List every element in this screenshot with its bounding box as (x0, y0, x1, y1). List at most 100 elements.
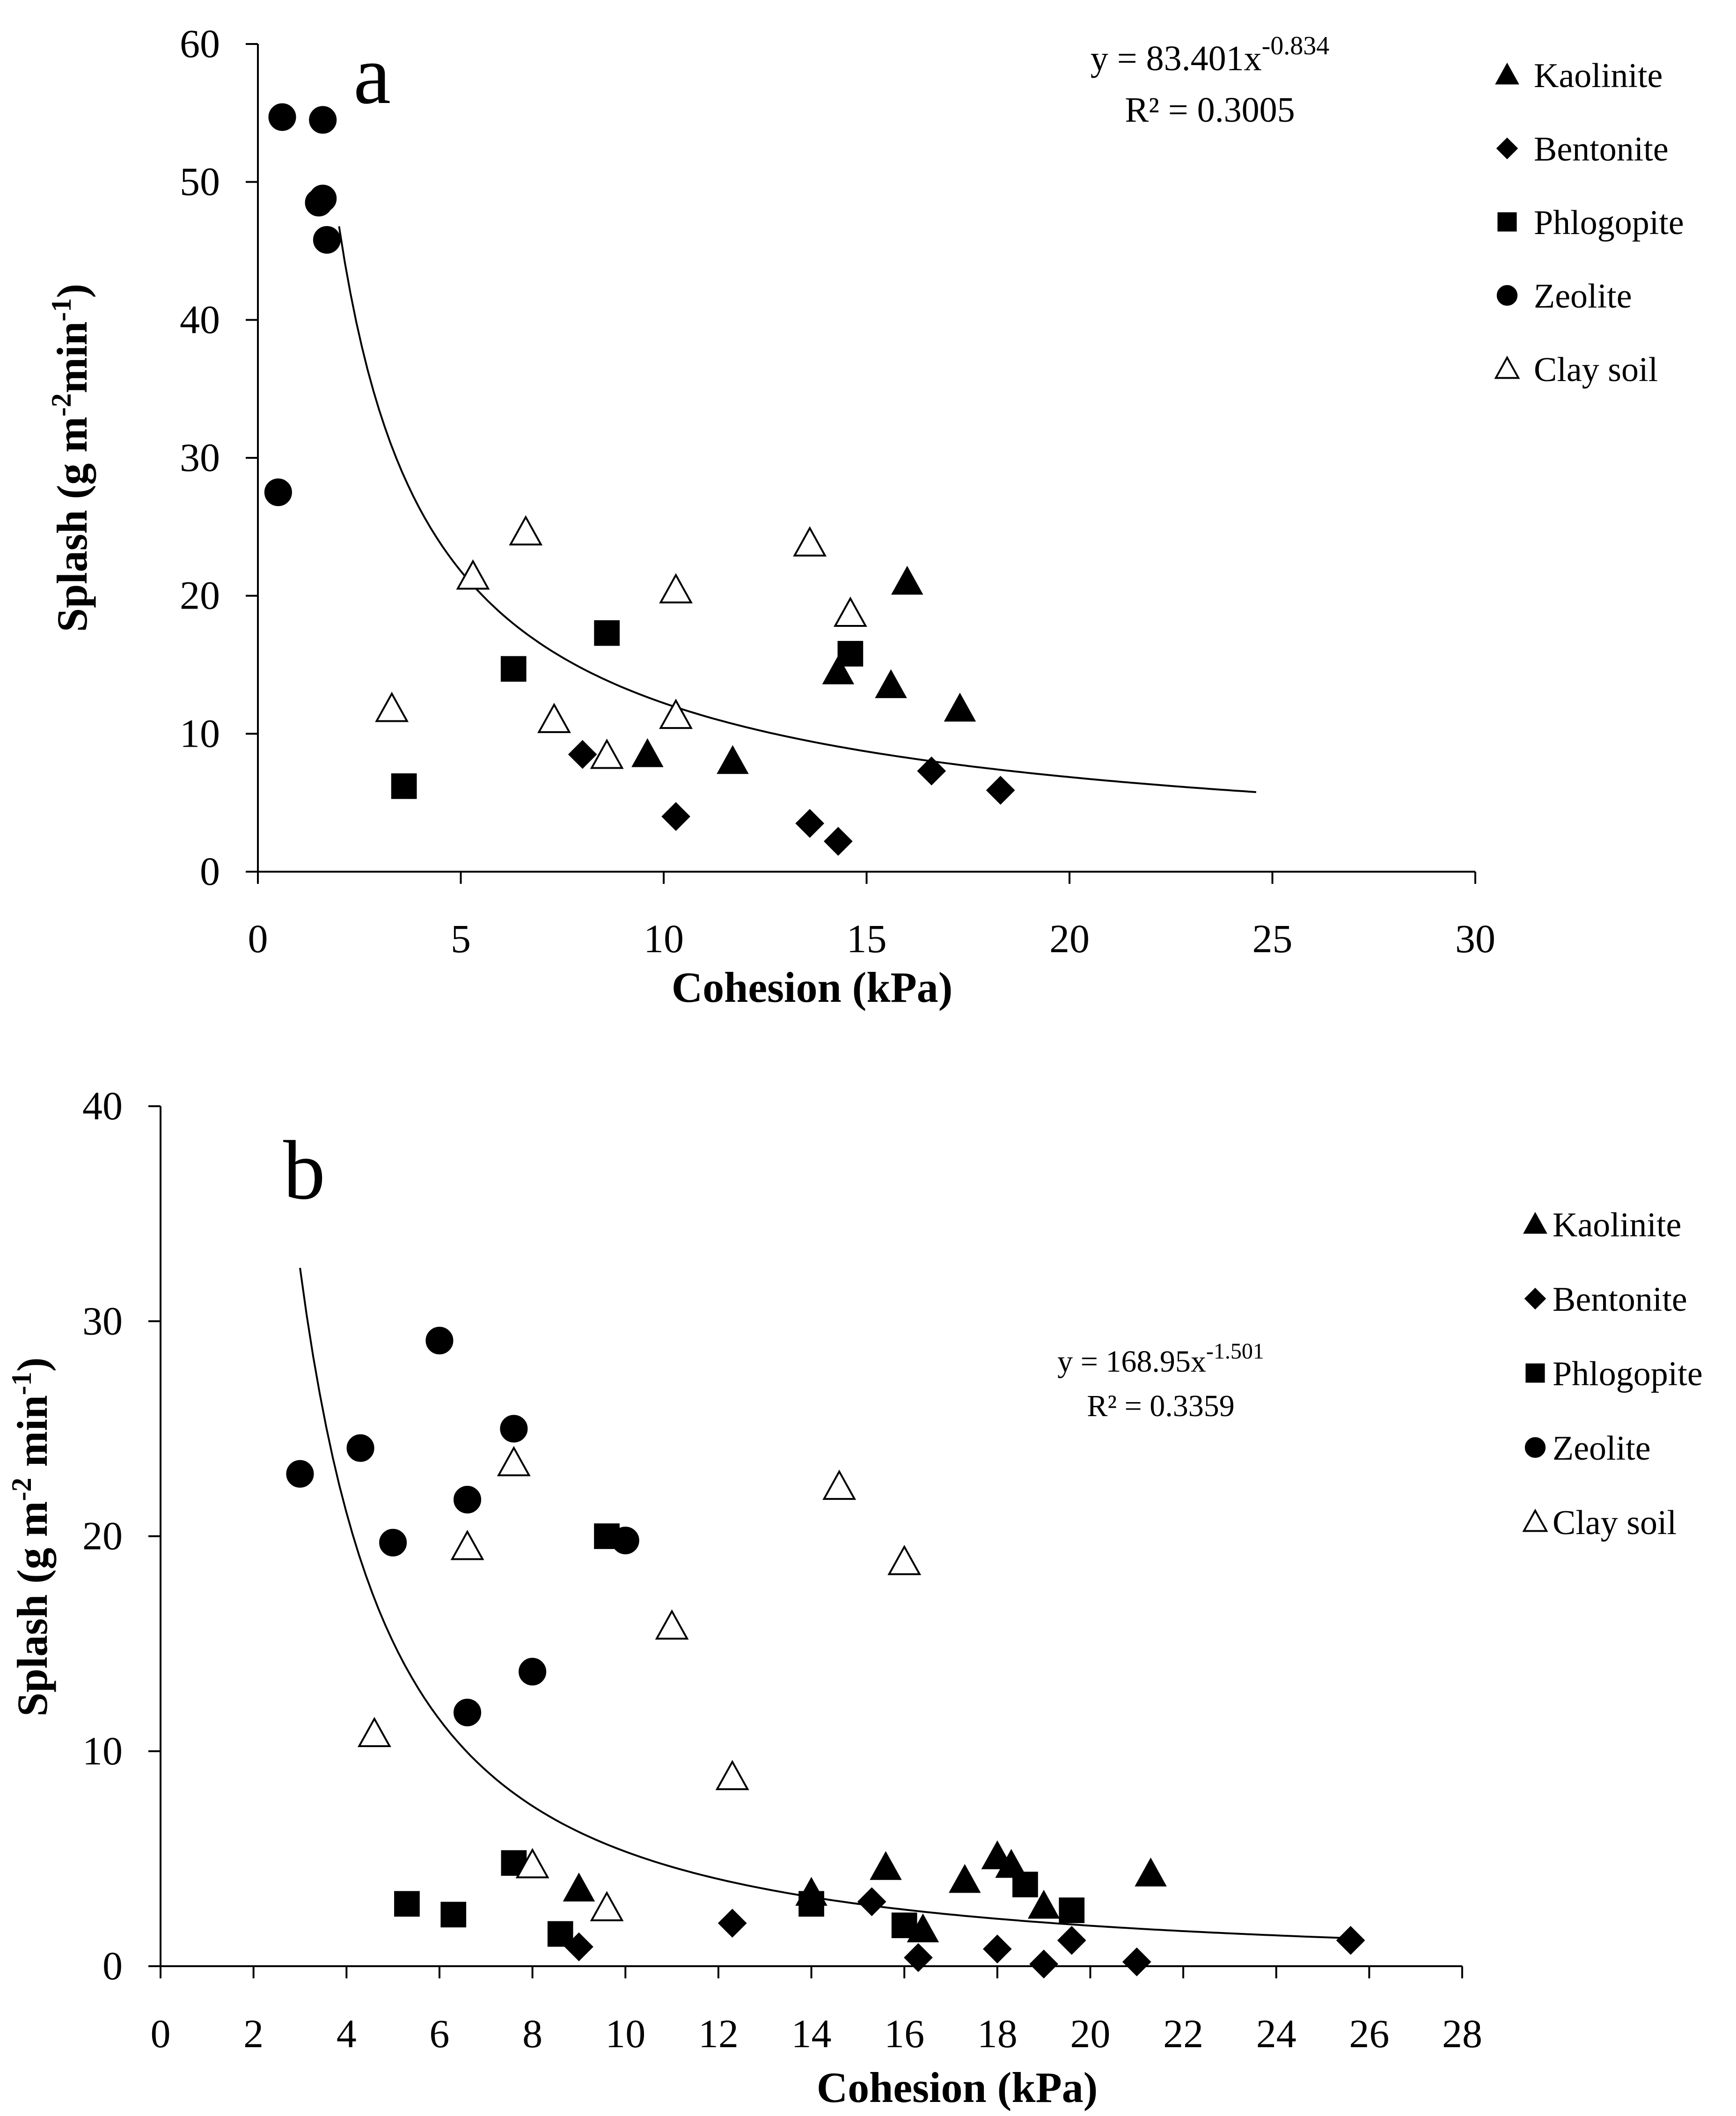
y-tick-label: 20 (82, 1514, 123, 1558)
data-point (515, 1848, 549, 1879)
y-axis-title-part: Splash (g m (48, 417, 96, 632)
x-tick-label: 4 (337, 2011, 357, 2056)
x-tick-label: 18 (977, 2011, 1018, 2056)
data-point (659, 573, 693, 603)
data-point (568, 740, 597, 769)
y-tick-label: 40 (82, 1083, 123, 1128)
legend-label: Phlogopite (1553, 1355, 1703, 1393)
legend-marker (1523, 1212, 1547, 1234)
legend-marker (1524, 1437, 1546, 1458)
y-tick-label: 0 (200, 849, 220, 894)
data-point (375, 691, 409, 722)
data-point (823, 827, 853, 856)
data-point (500, 656, 527, 682)
x-tick-label: 0 (248, 916, 268, 961)
data-point (1135, 1857, 1167, 1887)
series-kaolinite (631, 566, 976, 774)
x-tick-label: 30 (1455, 916, 1495, 961)
x-axis-title: Cohesion (kPa) (817, 2064, 1098, 2111)
x-tick-label: 24 (1256, 2011, 1297, 2056)
legend-marker (1496, 137, 1518, 160)
data-point (887, 1544, 922, 1575)
data-point (949, 1864, 981, 1893)
series-clay-soil (375, 515, 867, 769)
legend-label: Zeolite (1553, 1429, 1651, 1468)
data-point (563, 1873, 595, 1902)
legend-label: Clay soil (1534, 351, 1658, 389)
x-tick-label: 22 (1163, 2011, 1203, 2056)
data-point (454, 1485, 482, 1514)
data-point (891, 1912, 917, 1939)
x-tick-label: 12 (698, 2011, 739, 2056)
data-point (793, 526, 827, 557)
data-point (837, 641, 864, 667)
x-tick-label: 10 (605, 2011, 645, 2056)
data-point (857, 1887, 886, 1917)
y-axis-title-part: Splash (g m (8, 1501, 56, 1716)
series-phlogopite (391, 620, 864, 799)
x-tick-label: 15 (847, 916, 887, 961)
trendline-equation-exponent: -0.834 (1262, 31, 1330, 60)
data-point (379, 1528, 407, 1557)
data-point (425, 1327, 454, 1355)
trendline-equation: y = 83.401x-0.834 (1091, 31, 1330, 78)
x-tick-label: 26 (1349, 2011, 1389, 2056)
legend-label: Zeolite (1534, 277, 1632, 316)
data-point (659, 698, 693, 729)
y-axis-title-part: min (48, 322, 96, 393)
trendline-equation: y = 168.95x-1.501 (1057, 1339, 1264, 1379)
data-point (717, 745, 749, 774)
y-axis-title-part: ) (8, 1357, 56, 1372)
data-point (454, 1698, 482, 1727)
x-tick-label: 2 (243, 2011, 264, 2056)
data-point (875, 669, 907, 698)
data-point (611, 1527, 639, 1555)
y-axis-title-superscript: -1 (46, 298, 77, 322)
panel-label: a (353, 28, 391, 121)
power-trendline (299, 1268, 1351, 1940)
trendline-r-squared: R² = 0.3005 (1125, 90, 1295, 130)
data-point (655, 1609, 689, 1640)
y-tick-label: 0 (103, 1943, 123, 1988)
y-axis-title-superscript: -2 (46, 393, 77, 417)
data-point (795, 809, 824, 838)
data-point (519, 1658, 547, 1686)
trendline-equation-base: y = 83.401x (1091, 39, 1262, 78)
legend-marker (1495, 62, 1519, 85)
y-tick-label: 50 (180, 159, 220, 204)
x-tick-label: 0 (151, 2011, 171, 2056)
y-tick-label: 60 (180, 21, 220, 66)
data-point (986, 776, 1015, 805)
data-point (1029, 1949, 1058, 1979)
data-point (590, 1891, 624, 1922)
x-tick-label: 20 (1049, 916, 1090, 961)
data-point (309, 184, 337, 213)
data-point (1057, 1926, 1086, 1955)
data-point (1336, 1926, 1365, 1955)
data-point (440, 1902, 467, 1928)
x-axis-title: Cohesion (kPa) (672, 963, 953, 1011)
data-point (1012, 1872, 1038, 1897)
x-tick-label: 8 (522, 2011, 542, 2056)
x-tick-label: 5 (451, 916, 471, 961)
data-point (594, 620, 620, 646)
y-axis-title: Splash (g m-2min-1) (46, 284, 96, 632)
data-point (346, 1434, 374, 1462)
y-axis-title: Splash (g m-2 min-1) (6, 1357, 56, 1716)
series-kaolinite (563, 1840, 1167, 1942)
y-tick-label: 10 (180, 711, 220, 756)
data-point (394, 1891, 420, 1917)
x-tick-label: 25 (1253, 916, 1293, 961)
data-point (357, 1717, 391, 1748)
data-point (547, 1921, 573, 1947)
data-point (1059, 1897, 1085, 1923)
x-tick-label: 20 (1070, 2011, 1110, 2056)
data-point (391, 773, 417, 799)
data-point (1122, 1947, 1151, 1976)
data-point (798, 1891, 824, 1917)
data-point (917, 757, 946, 786)
legend-marker (1522, 1508, 1548, 1532)
data-point (631, 738, 664, 767)
